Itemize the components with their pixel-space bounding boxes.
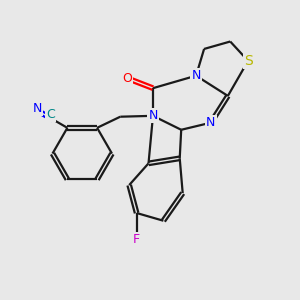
Text: F: F	[133, 233, 140, 246]
Text: N: N	[33, 102, 42, 115]
Text: N: N	[206, 116, 216, 129]
Text: S: S	[244, 54, 253, 68]
Text: C: C	[46, 108, 55, 121]
Text: O: O	[122, 72, 132, 85]
Text: N: N	[148, 109, 158, 122]
Text: N: N	[191, 69, 201, 82]
